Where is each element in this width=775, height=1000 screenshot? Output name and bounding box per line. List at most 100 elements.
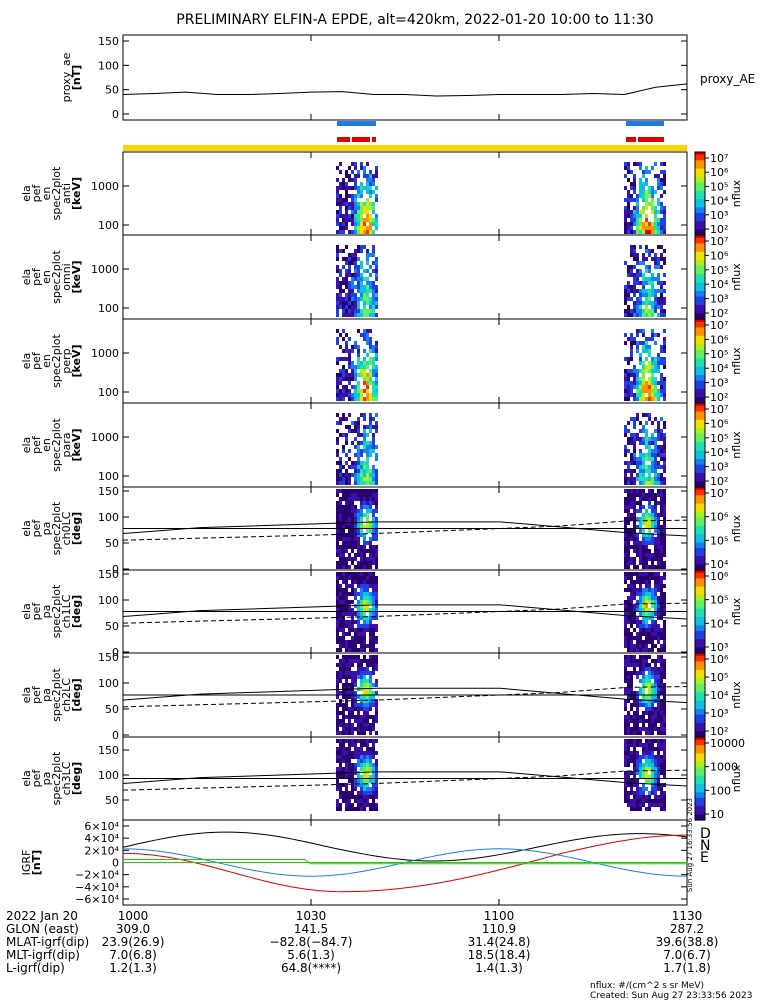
y-tick-label: 0 — [112, 108, 119, 121]
science-zone-bar — [123, 145, 687, 151]
y-axis-label: en — [40, 187, 53, 201]
component-label-D: D — [700, 826, 711, 842]
colorbar-tick: 10⁵ — [710, 534, 728, 547]
y-tick-label: −6×10⁴ — [75, 893, 119, 906]
colorbar-tick: 10⁶ — [710, 653, 729, 666]
panel-perp: 1000100elapefenspec2plotperp[keV]10⁷10⁶1… — [20, 318, 743, 404]
y-axis-label: ela — [20, 770, 33, 787]
y-tick-label: 100 — [98, 219, 119, 232]
y-tick-label: 100 — [98, 677, 119, 690]
y-axis-label: proxy_ae — [60, 52, 73, 102]
y-axis-label: spec2plot — [50, 668, 63, 722]
panel-para: 1000100elapefenspec2plotpara[keV]10⁷10⁶1… — [20, 402, 743, 488]
colorbar: 10⁶ 10⁵ 10⁴ 10³ nflux — [694, 569, 743, 654]
colorbar-tick: 10⁵ — [710, 594, 728, 607]
panel-frame — [122, 402, 688, 488]
colorbar-tick: 10⁴ — [710, 689, 729, 702]
colorbar-tick: 10⁶ — [710, 511, 729, 524]
y-axis-label: ela — [20, 687, 33, 704]
ephem-cell: 1.4(1.3) — [475, 961, 523, 975]
y-axis-label: spec2plot — [50, 334, 63, 388]
y-tick-label: 50 — [105, 794, 119, 807]
y-tick-label: 1000 — [91, 431, 119, 444]
ephem-cell: 141.5 — [294, 922, 328, 936]
colorbar-tick: 10⁶ — [710, 249, 729, 262]
y-axis-label: pef — [30, 267, 43, 286]
ephem-label: GLON (east) — [6, 922, 79, 936]
y-tick-label: 4×10⁴ — [84, 832, 119, 845]
y-axis-label: [keV] — [70, 344, 83, 377]
ephem-cell: 1.7(1.8) — [663, 961, 711, 975]
colorbar-tick: 10³ — [710, 707, 728, 720]
y-tick-label: 50 — [105, 84, 119, 97]
colorbar-tick: 10⁴ — [710, 617, 729, 630]
y-axis-label: ch0LC — [60, 511, 73, 545]
igrf-d-line — [122, 834, 688, 893]
colorbar-tick: 10⁴ — [710, 446, 729, 459]
y-axis-label: ela — [20, 603, 33, 620]
y-axis-label: pef — [30, 769, 43, 788]
panel-frame — [122, 151, 688, 236]
y-tick-label: 50 — [105, 537, 119, 550]
ephem-cell: 7.0(6.7) — [663, 948, 711, 962]
y-axis-label: ela — [20, 185, 33, 202]
panel-proxy-ae: 150 100 50 0 proxy_ae[nT] proxy_AE — [60, 34, 755, 121]
colorbar: 10000 1000 100 10 nflux — [694, 736, 745, 821]
ephem-label: MLT-igrf(dip) — [6, 948, 80, 962]
red-bar-2 — [372, 137, 376, 142]
y-tick-label: 100 — [98, 511, 119, 524]
colorbar-tick: 10⁷ — [710, 319, 728, 332]
colorbar-label: nflux — [730, 597, 743, 625]
y-axis-label: pa — [40, 688, 53, 702]
y-tick-label: 150 — [98, 35, 119, 48]
colorbar-tick: 10⁴ — [710, 558, 729, 571]
ephem-cell: 5.6(1.3) — [287, 948, 335, 962]
y-axis-label: [keV] — [70, 428, 83, 461]
red-bar-0 — [337, 137, 350, 142]
colorbar-label: nflux — [730, 681, 743, 709]
y-axis-label: spec2plot — [50, 250, 63, 304]
colorbar-tick: 10² — [710, 725, 728, 738]
y-axis-label: [nT] — [70, 65, 83, 90]
colorbar-label: nflux — [730, 179, 743, 207]
side-stamp: Sun Aug 27 16:33:56 2023 — [686, 798, 694, 892]
y-axis-label: pef — [30, 602, 43, 621]
colorbar-tick: 10⁷ — [710, 152, 728, 165]
y-axis-label: pef — [30, 685, 43, 704]
panel-anti: 1000100elapefenspec2plotanti[keV]10⁷10⁶1… — [20, 151, 743, 236]
y-tick-label: 100 — [98, 594, 119, 607]
y-tick-label: −2×10⁴ — [75, 869, 119, 882]
igrf-total-line — [122, 831, 688, 862]
y-tick-label: 150 — [98, 485, 119, 498]
colorbar-tick: 10⁶ — [710, 417, 729, 430]
colorbar-tick: 10 — [710, 808, 724, 821]
ephem-cell: 23.9(26.9) — [102, 935, 165, 949]
y-axis-label: pef — [30, 435, 43, 454]
colorbar-tick: 10² — [710, 475, 728, 488]
colorbar-tick: 10⁴ — [710, 195, 729, 208]
colorbar-label: nflux — [730, 764, 743, 792]
y-axis-label: [deg] — [70, 762, 83, 795]
colorbar-tick: 10⁷ — [710, 235, 728, 248]
colorbar-label: nflux — [730, 431, 743, 459]
ephem-cell: 309.0 — [116, 922, 150, 936]
y-axis-label: ch1LC — [60, 594, 73, 628]
y-axis-label: [keV] — [70, 177, 83, 210]
y-axis-label: en — [40, 438, 53, 452]
y-tick-label: 0 — [112, 857, 119, 870]
y-tick-label: 1000 — [91, 263, 119, 276]
y-axis-label: pef — [30, 519, 43, 538]
colorbar-tick: 10³ — [710, 461, 728, 474]
colorbar-tick: 10³ — [710, 209, 728, 222]
colorbar-tick: 1000 — [710, 761, 738, 774]
y-axis-label: [keV] — [70, 260, 83, 293]
ephem-cell: 1100 — [484, 909, 515, 923]
y-tick-label: 150 — [98, 651, 119, 664]
colorbar: 10⁷ 10⁶ 10⁵ 10⁴ nflux — [694, 486, 743, 571]
